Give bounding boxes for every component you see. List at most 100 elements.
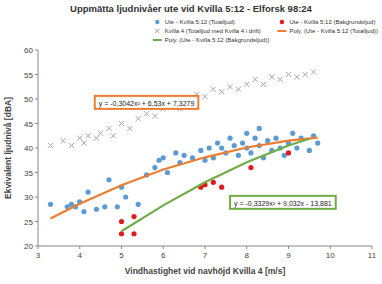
point	[144, 111, 149, 116]
point	[236, 87, 241, 92]
legend-label: Poly. (Ute - Kvilla 5:12 (Totalljud))	[289, 28, 378, 34]
x-tick-label: 5	[119, 251, 124, 260]
annotation-box	[95, 96, 199, 109]
plot-area	[48, 69, 320, 236]
point	[136, 202, 141, 207]
point	[161, 155, 166, 160]
x-axis-label: Vindhastighet vid navhöjd Kvilla 4 [m/s]	[125, 266, 286, 276]
point	[286, 150, 291, 155]
point	[60, 138, 65, 143]
point	[152, 165, 157, 170]
point	[227, 136, 232, 141]
point	[253, 77, 258, 82]
point	[215, 141, 220, 146]
point	[165, 170, 170, 175]
x-tick-label: 11	[368, 251, 377, 260]
x-tick-label: 4	[78, 251, 83, 260]
y-tick-label: 45	[24, 120, 33, 129]
point	[136, 116, 141, 121]
point	[315, 141, 320, 146]
y-tick-label: 50	[24, 95, 33, 104]
point	[131, 231, 136, 236]
point	[119, 219, 124, 224]
point	[248, 150, 253, 155]
point	[119, 121, 124, 126]
x-tick-label: 7	[203, 251, 208, 260]
annotation: y = -0,3329x² + 9,032x - 13,881	[234, 200, 332, 208]
title: Uppmätta ljudnivåer ute vid Kvilla 5:12 …	[70, 3, 313, 14]
x-tick-label: 9	[286, 251, 291, 260]
point	[253, 136, 258, 141]
point	[119, 231, 124, 236]
point	[219, 185, 224, 190]
point	[69, 143, 74, 148]
x-tick-label: 6	[161, 251, 166, 260]
point	[286, 72, 291, 77]
point	[248, 165, 253, 170]
y-tick-label: 30	[24, 193, 33, 202]
x-tick-label: 10	[326, 251, 335, 260]
point	[244, 82, 249, 87]
point	[94, 136, 99, 141]
point	[77, 136, 82, 141]
point	[48, 143, 53, 148]
point	[269, 74, 274, 79]
point	[173, 150, 178, 155]
point	[219, 89, 224, 94]
legend-swatch	[153, 39, 162, 41]
point	[81, 141, 86, 146]
point	[131, 214, 136, 219]
point	[236, 153, 241, 158]
point	[244, 131, 249, 136]
y-tick-label: 20	[24, 242, 33, 251]
y-axis	[38, 50, 39, 246]
point	[182, 153, 187, 158]
x-tick-label: 8	[245, 251, 250, 260]
point	[102, 204, 107, 209]
y-tick-label: 35	[24, 169, 33, 178]
point	[123, 194, 128, 199]
point	[219, 145, 224, 150]
point	[303, 72, 308, 77]
legend-label: Ute - Kvilla 5:12 (Bakgrundsljud)	[289, 19, 375, 25]
point	[111, 133, 116, 138]
point	[106, 126, 111, 131]
legend: Ute - Kvilla 5:12 (Totalljud) Ute - Kvill…	[153, 19, 378, 43]
point	[307, 148, 312, 153]
point	[211, 180, 216, 185]
y-tick-label: 40	[24, 144, 33, 153]
legend-swatch	[155, 20, 159, 24]
y-axis-label: Ekvivalent ljudnivå [dBA]	[3, 97, 13, 199]
point	[94, 207, 99, 212]
x-tick-label: 3	[36, 251, 41, 260]
point	[211, 87, 216, 92]
point	[86, 133, 91, 138]
point	[115, 204, 120, 209]
point	[127, 126, 132, 131]
point	[265, 138, 270, 143]
annotation-box	[230, 196, 336, 209]
point	[232, 143, 237, 148]
point	[81, 209, 86, 214]
legend-swatch	[277, 30, 286, 32]
point	[106, 177, 111, 182]
y-tick-label: 60	[24, 46, 33, 55]
point	[198, 148, 203, 153]
legend-label: Ute - Kvilla 5:12 (Totalljud)	[165, 19, 235, 25]
y-tick-label: 25	[24, 218, 33, 227]
y-tick-label: 55	[24, 71, 33, 80]
point	[98, 131, 103, 136]
legend-swatch	[280, 20, 284, 24]
point	[294, 145, 299, 150]
legend-swatch	[155, 29, 159, 33]
x-axis	[38, 246, 372, 247]
point	[311, 69, 316, 74]
point	[240, 141, 245, 146]
point	[290, 131, 295, 136]
trend-line	[122, 139, 310, 232]
point	[48, 202, 53, 207]
point	[86, 190, 91, 195]
point	[207, 145, 212, 150]
point	[257, 126, 262, 131]
point	[152, 114, 157, 119]
